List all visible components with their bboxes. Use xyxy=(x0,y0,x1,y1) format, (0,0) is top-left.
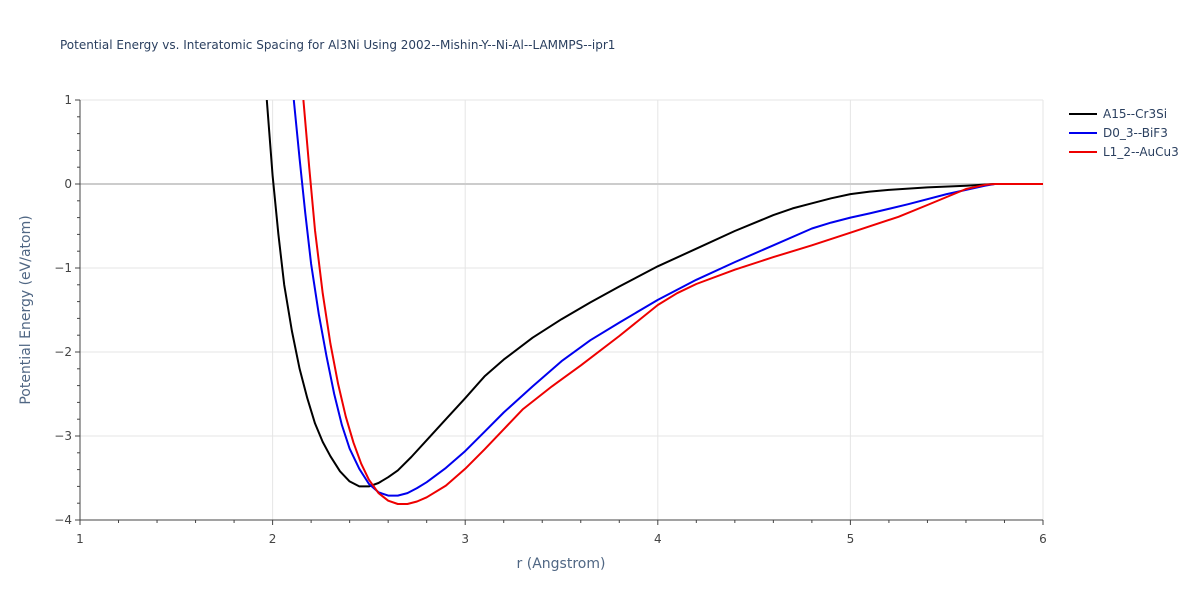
series-line-D0_3--BiF3[interactable] xyxy=(292,100,1043,497)
x-tick-label: 3 xyxy=(461,532,469,546)
legend-item-label[interactable]: L1_2--AuCu3 xyxy=(1103,145,1179,159)
y-tick-label: −4 xyxy=(54,513,72,527)
x-tick-label: 4 xyxy=(654,532,662,546)
grid xyxy=(80,99,1044,520)
legend-item-label[interactable]: D0_3--BiF3 xyxy=(1103,126,1168,140)
y-tick-label: −2 xyxy=(54,345,72,359)
y-tick-label: 1 xyxy=(64,93,72,107)
x-tick-label: 5 xyxy=(847,532,855,546)
y-tick-label: −3 xyxy=(54,429,72,443)
y-tick-label: −1 xyxy=(54,261,72,275)
series-lines xyxy=(265,100,1043,505)
legend[interactable]: A15--Cr3Si D0_3--BiF3 L1_2--AuCu3 xyxy=(1069,107,1179,159)
x-tick-label: 2 xyxy=(269,532,277,546)
y-tick-label: 0 xyxy=(64,177,72,191)
x-tick-label: 6 xyxy=(1039,532,1047,546)
series-line-L1_2--AuCu3[interactable] xyxy=(302,100,1043,505)
axes: 1 2 3 4 5 6 1 0 −1 −2 −3 −4 xyxy=(54,93,1047,546)
series-line-A15--Cr3Si[interactable] xyxy=(265,100,1043,488)
x-tick-label: 1 xyxy=(76,532,84,546)
y-axis-title: Potential Energy (eV/atom) xyxy=(18,215,34,404)
chart-title: Potential Energy vs. Interatomic Spacing… xyxy=(60,38,616,52)
x-axis-title: r (Angstrom) xyxy=(517,556,606,572)
legend-item-label[interactable]: A15--Cr3Si xyxy=(1103,107,1167,121)
